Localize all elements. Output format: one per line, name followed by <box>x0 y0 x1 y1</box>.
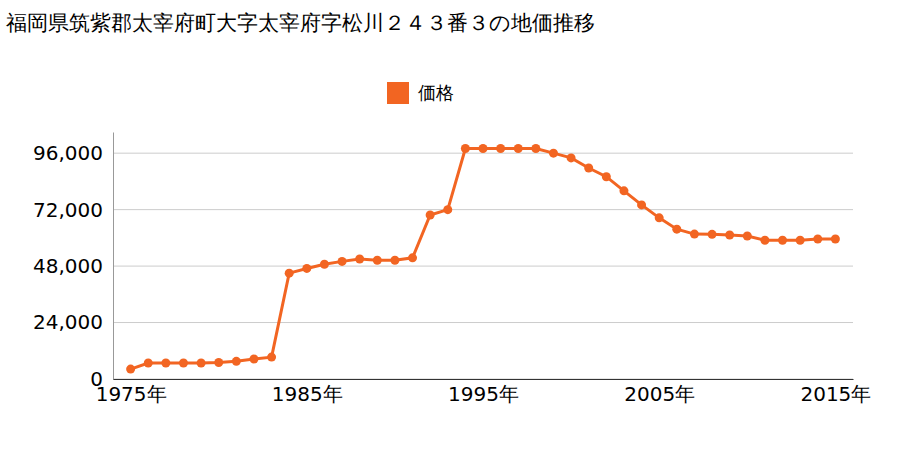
y-axis-line <box>113 133 114 380</box>
series-marker <box>161 359 170 368</box>
series-marker <box>549 149 558 158</box>
series-marker <box>443 205 452 214</box>
series-marker <box>514 144 523 153</box>
series-marker <box>179 359 188 368</box>
series-marker <box>796 236 805 245</box>
series-marker <box>285 269 294 278</box>
series-marker <box>831 235 840 244</box>
series-marker <box>602 172 611 181</box>
chart: 福岡県筑紫郡太宰府町大字太宰府字松川２４３番３の地価推移024,00048,00… <box>0 0 900 450</box>
x-tick-label: 1975年 <box>96 382 167 406</box>
y-tick: 96,000 <box>33 141 113 165</box>
series-marker <box>408 253 417 262</box>
x-axis: 1975年 1985年 1995年 2005年 2015年 <box>96 379 872 406</box>
grid-line <box>113 379 853 380</box>
series-marker <box>655 213 664 222</box>
series-marker <box>320 260 329 269</box>
series-marker <box>197 359 206 368</box>
series-marker <box>813 235 822 244</box>
x-tick: 2005年 <box>624 379 695 406</box>
grid-line <box>113 266 853 267</box>
series-marker <box>479 144 488 153</box>
legend: 価格 <box>387 82 454 104</box>
legend-swatch <box>387 82 409 104</box>
series-marker <box>249 355 258 364</box>
series-marker <box>373 256 382 265</box>
grid <box>113 153 853 379</box>
y-tick-label: 48,000 <box>33 254 103 278</box>
x-tick: 2015年 <box>800 379 871 406</box>
title: 福岡県筑紫郡太宰府町大字太宰府字松川２４３番３の地価推移 <box>6 11 595 35</box>
series-marker <box>144 359 153 368</box>
series-line <box>131 148 836 369</box>
series-marker <box>496 144 505 153</box>
series-marker <box>637 200 646 209</box>
x-tick: 1985年 <box>272 379 343 406</box>
series-marker <box>584 163 593 172</box>
series-marker <box>461 144 470 153</box>
grid-line <box>113 209 853 210</box>
x-axis-line <box>114 379 854 380</box>
series-marker <box>708 230 717 239</box>
y-tick: 48,000 <box>33 254 113 278</box>
x-tick-label: 1985年 <box>272 382 343 406</box>
series-marker <box>302 264 311 273</box>
series-marker <box>355 255 364 264</box>
y-axis: 024,00048,00072,00096,000 <box>33 133 113 391</box>
series-marker <box>778 236 787 245</box>
x-tick-label: 1995年 <box>448 382 519 406</box>
series-marker <box>126 365 135 374</box>
legend-label: 価格 <box>418 82 454 103</box>
series-marker <box>267 353 276 362</box>
y-tick: 24,000 <box>33 310 113 334</box>
series-marker <box>338 257 347 266</box>
series-marker <box>760 236 769 245</box>
series-marker <box>390 256 399 265</box>
grid-line <box>113 322 853 323</box>
series-marker <box>426 211 435 220</box>
x-tick-label: 2015年 <box>800 382 871 406</box>
series-marker <box>725 231 734 240</box>
series-marker <box>232 357 241 366</box>
x-tick-label: 2005年 <box>624 382 695 406</box>
series-marker <box>567 153 576 162</box>
y-tick: 72,000 <box>33 198 113 222</box>
series-marker <box>214 358 223 367</box>
series-marker <box>690 230 699 239</box>
x-tick: 1995年 <box>448 379 519 406</box>
series-marker <box>619 186 628 195</box>
series-marker <box>743 231 752 240</box>
plot-area <box>126 144 840 374</box>
y-tick-label: 72,000 <box>33 198 103 222</box>
y-tick-label: 96,000 <box>33 141 103 165</box>
series-marker <box>531 144 540 153</box>
x-tick: 1975年 <box>96 379 167 406</box>
y-tick-label: 24,000 <box>33 310 103 334</box>
series-marker <box>672 225 681 234</box>
